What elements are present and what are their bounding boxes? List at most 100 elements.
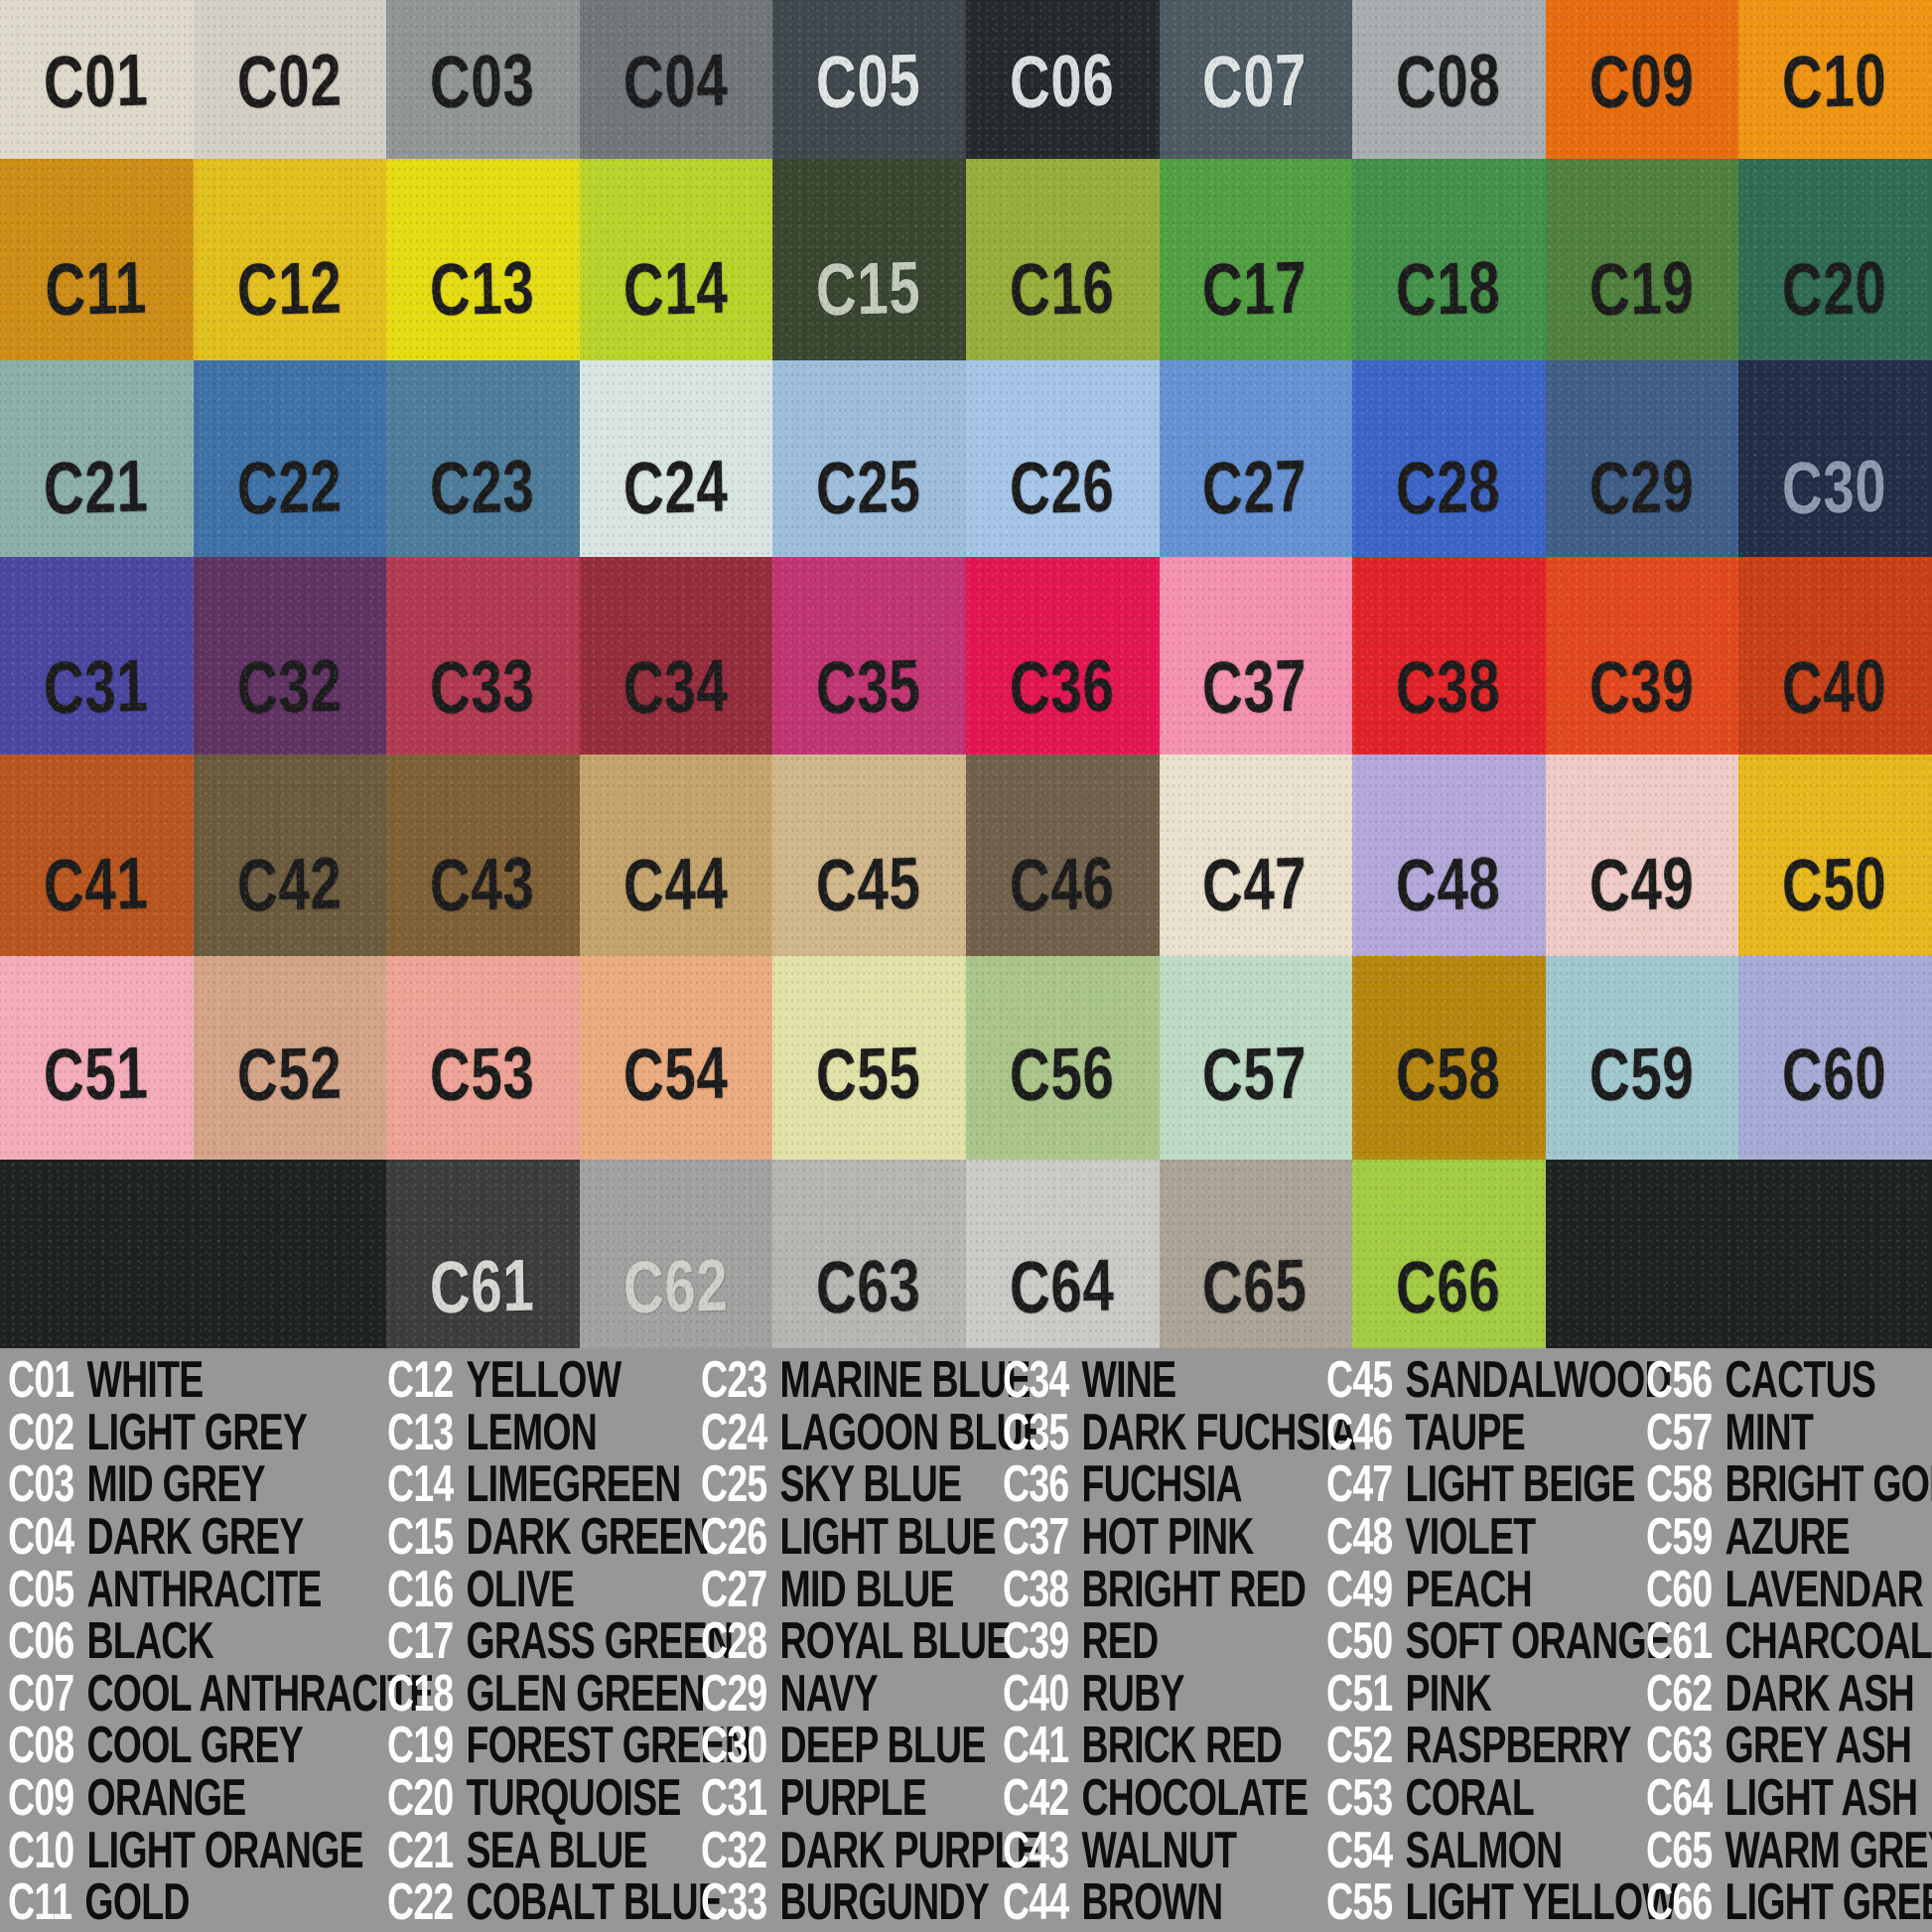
legend-code: C18 [387,1664,454,1723]
legend-code: C38 [1003,1560,1069,1618]
legend-entry-C65: C65 WARM GREY [1646,1822,1932,1879]
swatch-code-label: C11 [44,245,148,332]
legend-entry-C30: C30 DEEP BLUE [701,1717,986,1774]
legend-entry-C38: C38 BRIGHT RED [1003,1561,1307,1618]
legend-code: C12 [387,1351,454,1410]
swatch-C41: C41 [0,755,194,956]
legend-color-name: OLIVE [466,1560,575,1618]
swatch-row-3: C21 C22 C23 C24 C25 C26 C27 C28 C29 C30 [0,360,1932,557]
legend-color-name: COOL ANTHRACITE [86,1664,434,1723]
swatch-C42: C42 [193,755,387,956]
legend-color-name: BROWN [1081,1873,1223,1932]
swatch-code-label: C32 [235,643,343,730]
legend-entry-C26: C26 LIGHT BLUE [701,1508,997,1566]
legend-column-3: C23 MARINE BLUE C24 LAGOON BLUE C25 SKY BLUE C… [701,1351,1047,1932]
swatch-code-label: C26 [1009,444,1115,530]
swatch-code-label: C14 [622,245,729,332]
legend-entry-C11: C11 GOLD [8,1873,281,1931]
legend-code: C31 [701,1769,767,1828]
legend-code: C50 [1326,1612,1393,1671]
swatch-C47: C47 [1159,755,1353,956]
swatch-C65: C65 [1159,1160,1353,1348]
swatch-code-label: C48 [1395,841,1502,927]
legend-code: C22 [387,1873,454,1932]
legend-code: C40 [1003,1664,1069,1723]
legend-column-2: C12 YELLOW C13 LEMON C14 LIMEGREEN C15 DARK GRE… [387,1351,752,1932]
swatch-C28: C28 [1352,360,1546,557]
legend-color-name: GOLD [84,1873,190,1932]
legend-code: C52 [1326,1717,1393,1775]
swatch-code-label: C22 [235,444,343,530]
swatch-C23: C23 [386,360,580,557]
swatch-code-label: C05 [815,38,922,124]
legend-color-name: RASPBERRY [1405,1717,1631,1775]
swatch-code-label: C41 [43,841,149,927]
swatch-C62: C62 [579,1160,773,1348]
swatch-code-label: C28 [1395,444,1502,530]
legend-entry-C33: C33 BURGUNDY [701,1873,990,1931]
legend-entry-C18: C18 GLEN GREEN [387,1665,706,1723]
swatch-C53: C53 [386,956,580,1160]
legend-color-name: COOL GREY [86,1717,304,1775]
swatch-code-label: C59 [1587,1031,1695,1117]
legend-entry-C12: C12 YELLOW [387,1351,621,1409]
legend-color-name: WINE [1081,1351,1176,1410]
swatch-code-label: C15 [815,245,922,332]
legend-code: C21 [387,1821,454,1879]
legend-code: C07 [8,1664,74,1723]
swatch-code-label: C09 [1587,38,1695,124]
swatch-C64: C64 [965,1160,1160,1348]
swatch-code-label: C08 [1395,38,1502,124]
legend-entry-C23: C23 MARINE BLUE [701,1351,1031,1409]
legend-color-name: ROYAL BLUE [779,1612,1011,1671]
swatch-C35: C35 [772,557,966,755]
swatch-C36: C36 [965,557,1160,755]
swatch-C43: C43 [386,755,580,956]
swatch-code-label: C57 [1201,1031,1309,1117]
swatch-code-label: C63 [815,1243,922,1329]
legend-entry-C28: C28 ROYAL BLUE [701,1612,1011,1670]
legend-color-name: CHOCOLATE [1081,1769,1309,1828]
swatch-code-label: C02 [235,38,343,124]
legend-color-name: LIMEGREEN [466,1455,681,1514]
swatch-code-label: C46 [1009,841,1115,927]
swatch-code-label: C12 [235,245,343,332]
legend-code: C16 [387,1560,454,1618]
legend-color-name: RUBY [1081,1664,1184,1723]
legend-color-name: ORANGE [86,1769,246,1828]
swatch-C37: C37 [1159,557,1353,755]
swatch-code-label: C43 [429,841,536,927]
legend-entry-C43: C43 WALNUT [1003,1822,1237,1879]
swatch-C25: C25 [772,360,966,557]
legend-entry-C46: C46 TAUPE [1326,1404,1557,1461]
swatch-code-label: C23 [429,444,536,530]
swatch-filler [1545,1160,1932,1348]
swatch-C49: C49 [1545,755,1739,956]
legend-entry-C54: C54 SALMON [1326,1822,1563,1879]
swatch-code-label: C13 [429,245,536,332]
swatch-C58: C58 [1352,956,1546,1160]
swatch-row-2: C11 C12 C13 C14 C15 C16 C17 C18 C19 C20 [0,159,1932,360]
legend-entry-C19: C19 FOREST GREEN [387,1717,752,1774]
legend-code: C13 [387,1403,454,1461]
swatch-C44: C44 [579,755,773,956]
legend-entry-C40: C40 RUBY [1003,1665,1236,1723]
legend-code: C56 [1646,1351,1713,1410]
legend-entry-C13: C13 LEMON [387,1404,614,1461]
legend-color-name: GRASS GREEN [466,1612,734,1671]
legend-entry-C36: C36 FUCHSIA [1003,1455,1243,1513]
legend-entry-C50: C50 SOFT ORANGE [1326,1612,1671,1670]
legend-color-name: BURGUNDY [779,1873,990,1932]
swatch-C39: C39 [1545,557,1739,755]
swatch-C46: C46 [965,755,1160,956]
legend-color-name: SEA BLUE [466,1821,647,1879]
legend-code: C37 [1003,1508,1069,1567]
legend-code: C05 [8,1560,74,1618]
swatch-C18: C18 [1352,159,1546,360]
legend-entry-C42: C42 CHOCOLATE [1003,1769,1309,1827]
legend-code: C17 [387,1612,454,1671]
legend-code: C26 [701,1508,767,1567]
swatch-code-label: C30 [1781,444,1888,530]
legend-column-5: C45 SANDALWOOD C46 TAUPE C47 LIGHT BEIGE C48 VI… [1326,1351,1678,1932]
